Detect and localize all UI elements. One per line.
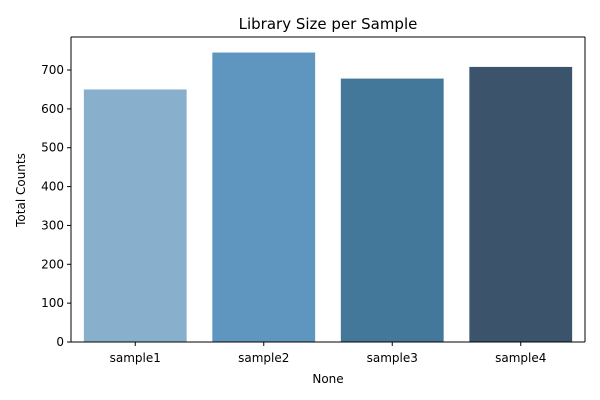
y-tick-label: 700	[41, 63, 64, 77]
y-tick-label: 600	[41, 102, 64, 116]
bars-group	[83, 52, 573, 343]
y-tick-label: 500	[41, 141, 64, 155]
y-tick-label: 300	[41, 218, 64, 232]
x-tick-label: sample4	[495, 351, 546, 365]
x-tick-label: sample1	[110, 351, 161, 365]
y-tick-label: 200	[41, 257, 64, 271]
bar-sample2	[212, 52, 316, 342]
chart-title: Library Size per Sample	[239, 15, 418, 33]
x-tick-label: sample2	[238, 351, 289, 365]
y-tick-label: 400	[41, 180, 64, 194]
y-tick-label: 100	[41, 296, 64, 310]
y-axis-ticks: 0 100 200 300 400 500 600 700	[41, 63, 71, 349]
bar-sample4	[469, 66, 573, 342]
bar-sample3	[340, 78, 444, 343]
x-axis-ticks: sample1 sample2 sample3 sample4	[110, 342, 546, 365]
y-axis-label: Total Counts	[14, 153, 28, 228]
bar-sample1	[83, 89, 187, 342]
y-tick-label: 0	[56, 335, 64, 349]
x-tick-label: sample3	[367, 351, 418, 365]
x-axis-label: None	[312, 372, 343, 386]
